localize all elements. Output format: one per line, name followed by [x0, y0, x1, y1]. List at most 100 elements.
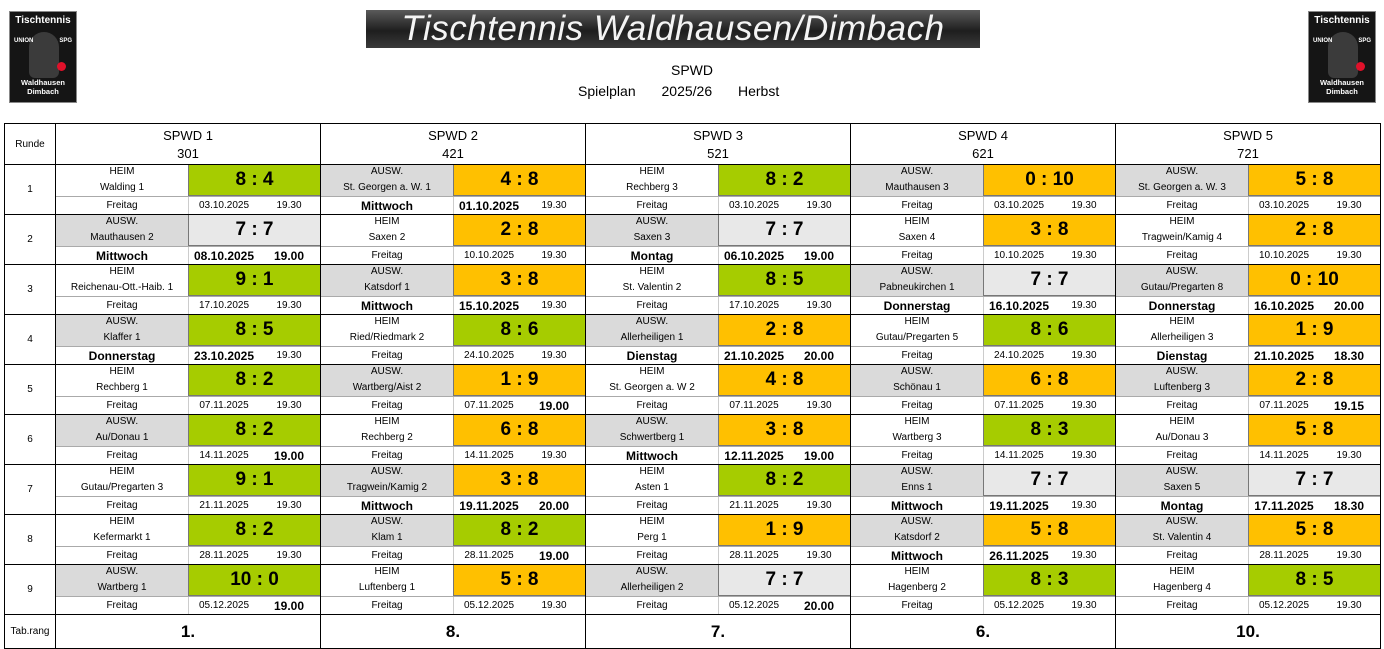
match-date-row: Freitag 28.11.2025 19.30: [56, 546, 320, 564]
round-row: 5 HEIM Rechberg 1 8 : 2 Freitag 07.11.2025 19.…: [4, 364, 1381, 415]
match-weekday: Mittwoch: [891, 549, 943, 563]
match-time: 19.30: [276, 350, 302, 361]
match-date: 24.10.2025: [453, 347, 524, 364]
match-cell: HEIM Saxen 2 2 : 8 Freitag 10.10.2025 19.30: [320, 214, 586, 265]
match-cell: HEIM Rechberg 3 8 : 2 Freitag 03.10.2025 19.3…: [585, 164, 851, 215]
team-code: 521: [707, 146, 729, 161]
player-silhouette-icon: [29, 32, 59, 78]
match-weekday: Mittwoch: [361, 299, 413, 313]
team-header: SPWD 3 521: [585, 123, 851, 165]
match-date: 19.11.2025: [453, 497, 524, 514]
round-number: 7: [4, 464, 56, 515]
match-cell: HEIM St. Georgen a. W 2 4 : 8 Freitag 07.11.…: [585, 364, 851, 415]
match-score: 8 : 2: [188, 515, 320, 546]
match-score: 8 : 2: [188, 415, 320, 446]
opponent-name: Mauthausen 2: [56, 229, 188, 246]
plan-subtitle: Spielplan 2025/26 Herbst: [578, 83, 779, 99]
logo-title: Tischtennis: [15, 15, 71, 26]
match-date-row: Freitag 10.10.2025 19.30: [1116, 246, 1380, 264]
match-time: 19.30: [1071, 300, 1097, 311]
opponent-name: Gutau/Pregarten 5: [875, 332, 959, 343]
venue-label: HEIM: [109, 166, 135, 177]
banner-title: Tischtennis Waldhausen/Dimbach: [401, 9, 945, 48]
match-score: 8 : 2: [188, 365, 320, 396]
match-date: 23.10.2025: [188, 347, 259, 364]
opponent-name: Au/Donau 3: [1155, 432, 1209, 443]
match-date-row: Freitag 03.10.2025 19.30: [56, 196, 320, 214]
table-rank: 6.: [850, 614, 1116, 649]
match-date-row: Freitag 03.10.2025 19.30: [1116, 196, 1380, 214]
match-card: HEIM Kefermarkt 1 8 : 2 Freitag 28.11.2025 19…: [56, 515, 320, 564]
match-date: 07.11.2025: [983, 397, 1054, 414]
match-score: 9 : 1: [188, 265, 320, 296]
match-date: 14.11.2025: [453, 447, 524, 464]
match-date: 03.10.2025: [718, 197, 789, 214]
venue-label: AUSW.: [1116, 465, 1248, 479]
match-weekday: Mittwoch: [361, 199, 413, 213]
match-cell: HEIM Kefermarkt 1 8 : 2 Freitag 28.11.2025 19…: [55, 514, 321, 565]
match-card: HEIM St. Georgen a. W 2 4 : 8 Freitag 07.11.…: [586, 365, 850, 414]
match-score: 7 : 7: [718, 565, 850, 596]
match-score: 1 : 9: [718, 515, 850, 546]
opponent-name: Gutau/Pregarten 8: [1116, 279, 1248, 296]
match-time: 19.30: [541, 300, 567, 311]
match-date-row: Freitag 05.12.2025 19.30: [851, 596, 1115, 614]
round-number: 2: [4, 214, 56, 265]
match-card: HEIM Walding 1 8 : 4 Freitag 03.10.2025 19.30: [56, 165, 320, 214]
match-score: 8 : 3: [983, 565, 1115, 596]
match-date: 19.11.2025: [983, 497, 1054, 514]
match-cell: HEIM Gutau/Pregarten 5 8 : 6 Freitag 24.10.2…: [850, 314, 1116, 365]
match-card: HEIM Gutau/Pregarten 5 8 : 6 Freitag 24.10.2…: [851, 315, 1115, 364]
match-weekday: Dienstag: [626, 349, 678, 363]
venue-label: HEIM: [109, 366, 135, 377]
match-time: 19.30: [541, 350, 567, 361]
venue-label: AUSW.: [1116, 365, 1248, 379]
match-score: 7 : 7: [188, 215, 320, 246]
match-date-row: Freitag 21.11.2025 19.30: [586, 496, 850, 514]
match-cell: HEIM Au/Donau 3 5 : 8 Freitag 14.11.2025 19.3…: [1115, 414, 1381, 465]
match-card: AUSW. Wartberg 1 10 : 0 Freitag 05.12.2025 19…: [56, 565, 320, 614]
match-time: 19.30: [276, 300, 302, 311]
match-weekday: Montag: [630, 249, 674, 263]
match-date: 28.11.2025: [188, 547, 259, 564]
opponent-name: Walding 1: [99, 182, 145, 193]
player-silhouette-icon: [1328, 32, 1358, 78]
venue-label: HEIM: [1169, 216, 1195, 227]
match-date: 17.10.2025: [188, 297, 259, 314]
match-date: 12.11.2025: [718, 447, 789, 464]
venue-label: HEIM: [1169, 566, 1195, 577]
opponent-name: Luftenberg 3: [1116, 379, 1248, 396]
venue-label: HEIM: [374, 316, 400, 327]
match-date: 21.10.2025: [1248, 347, 1319, 364]
venue-label: AUSW.: [321, 515, 453, 529]
match-date-row: Freitag 21.11.2025 19.30: [56, 496, 320, 514]
match-date: 17.11.2025: [1248, 497, 1319, 514]
match-date-row: Freitag 14.11.2025 19.30: [321, 446, 585, 464]
venue-label: AUSW.: [56, 565, 188, 579]
team-name: SPWD 5: [1223, 128, 1273, 143]
opponent-name: Enns 1: [851, 479, 983, 496]
match-date-row: Freitag 05.12.2025 19.30: [321, 596, 585, 614]
team-name: SPWD 2: [428, 128, 478, 143]
round-row: 9 AUSW. Wartberg 1 10 : 0 Freitag 05.12.2025 1…: [4, 564, 1381, 615]
match-date: 07.11.2025: [1248, 397, 1319, 414]
venue-label: HEIM: [109, 516, 135, 527]
opponent-name: Wartberg 3: [892, 432, 942, 443]
venue-label: AUSW.: [851, 465, 983, 479]
match-date-row: Freitag 24.10.2025 19.30: [851, 346, 1115, 364]
match-weekday: Mittwoch: [361, 499, 413, 513]
match-weekday: Freitag: [1166, 450, 1198, 461]
venue-label: AUSW.: [851, 515, 983, 529]
match-score: 2 : 8: [453, 215, 585, 246]
venue-label: HEIM: [639, 266, 665, 277]
